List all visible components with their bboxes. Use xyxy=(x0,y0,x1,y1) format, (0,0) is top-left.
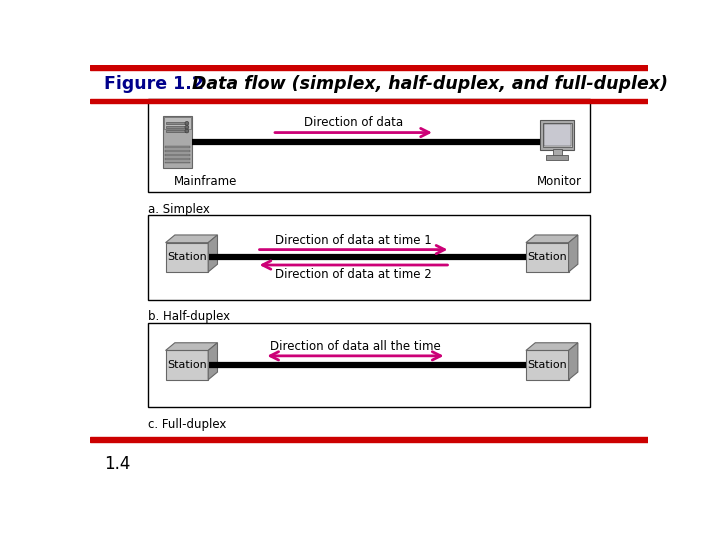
Text: Mainframe: Mainframe xyxy=(174,175,237,188)
Text: b. Half-duplex: b. Half-duplex xyxy=(148,310,230,323)
Polygon shape xyxy=(526,343,578,350)
Bar xyxy=(90,65,648,70)
Polygon shape xyxy=(208,343,217,380)
Text: Station: Station xyxy=(527,360,567,370)
Bar xyxy=(543,123,572,147)
Text: Station: Station xyxy=(167,252,207,262)
Text: 1.4: 1.4 xyxy=(104,455,130,472)
Text: Direction of data all the time: Direction of data all the time xyxy=(270,340,441,353)
Bar xyxy=(148,323,590,408)
Circle shape xyxy=(185,129,189,133)
Polygon shape xyxy=(569,235,578,272)
Polygon shape xyxy=(526,235,578,242)
Text: Station: Station xyxy=(527,252,567,262)
Text: a. Simplex: a. Simplex xyxy=(148,202,210,215)
Bar xyxy=(90,437,648,442)
Polygon shape xyxy=(526,242,569,272)
Text: Monitor: Monitor xyxy=(536,175,581,188)
Polygon shape xyxy=(166,343,217,350)
Circle shape xyxy=(185,125,189,129)
Bar xyxy=(165,154,190,156)
Bar xyxy=(148,99,590,192)
Polygon shape xyxy=(166,350,208,380)
Bar xyxy=(90,99,648,103)
Text: Station: Station xyxy=(167,360,207,370)
Circle shape xyxy=(185,122,189,125)
Polygon shape xyxy=(569,343,578,380)
Text: Direction of data at time 2: Direction of data at time 2 xyxy=(275,268,432,281)
Text: Direction of data at time 1: Direction of data at time 1 xyxy=(275,233,432,247)
Bar xyxy=(546,155,568,159)
Bar xyxy=(544,124,570,146)
Polygon shape xyxy=(166,242,208,272)
Text: Direction of data: Direction of data xyxy=(304,117,403,130)
Polygon shape xyxy=(208,235,217,272)
Polygon shape xyxy=(166,235,217,242)
Bar xyxy=(166,122,186,125)
Bar xyxy=(165,158,190,159)
Polygon shape xyxy=(526,350,569,380)
Bar xyxy=(540,120,575,150)
Text: Figure 1.2: Figure 1.2 xyxy=(104,75,204,93)
Bar xyxy=(165,150,190,152)
Text: Data flow (simplex, half-duplex, and full-duplex): Data flow (simplex, half-duplex, and ful… xyxy=(180,75,668,93)
Bar xyxy=(164,117,191,130)
Bar xyxy=(163,116,192,168)
Bar xyxy=(553,148,562,156)
Bar xyxy=(165,146,190,148)
Bar xyxy=(166,130,186,132)
Bar xyxy=(165,162,190,164)
Bar xyxy=(148,215,590,300)
Bar xyxy=(166,126,186,129)
Text: c. Full-duplex: c. Full-duplex xyxy=(148,418,227,431)
